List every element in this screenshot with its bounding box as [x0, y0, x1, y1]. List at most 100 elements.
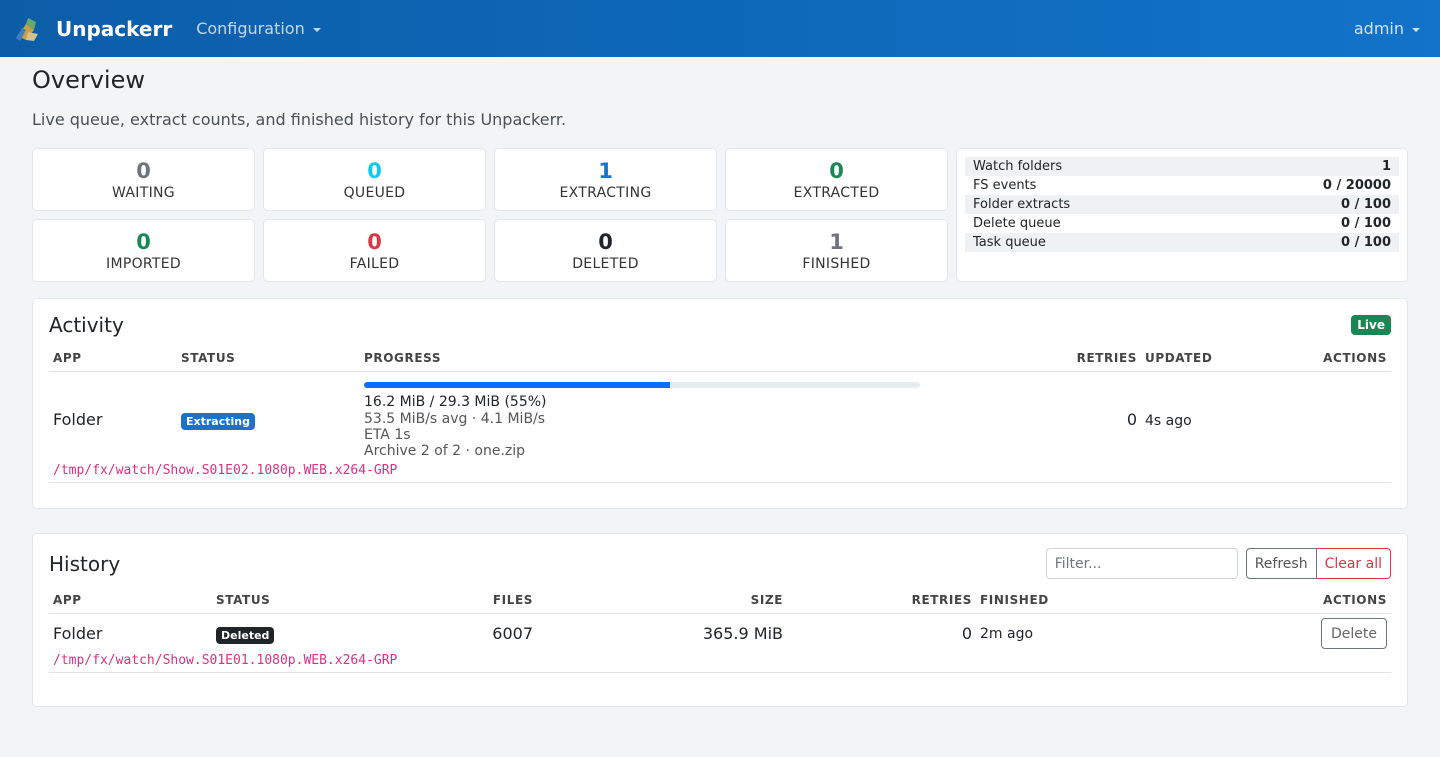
table-row-path: /tmp/fx/watch/Show.S01E01.1080p.WEB.x264…	[49, 653, 1391, 673]
stat-card-deleted: 0 DELETED	[494, 219, 717, 282]
row-finished: 2m ago	[980, 625, 1034, 642]
history-filter-input[interactable]	[1045, 548, 1238, 579]
stat-value: 0	[598, 229, 613, 254]
column-header-app: APP	[49, 587, 212, 614]
row-retries: 0	[1126, 410, 1137, 429]
column-header-retries: RETRIES	[787, 587, 976, 614]
refresh-button[interactable]: Refresh	[1245, 548, 1317, 579]
progress-archive: Archive 2 of 2 · one.zip	[364, 443, 526, 459]
info-row-folder-extracts: Folder extracts 0 / 100	[965, 195, 1399, 214]
row-files: 6007	[492, 624, 533, 643]
activity-table: APP STATUS PROGRESS RETRIES UPDATED ACTI…	[49, 345, 1391, 483]
stat-label: EXTRACTED	[793, 184, 880, 201]
row-size: 365.9 MiB	[702, 624, 783, 643]
configuration-menu[interactable]: Configuration	[196, 19, 321, 38]
unpackerr-logo-icon	[16, 17, 38, 41]
info-row-task-queue: Task queue 0 / 100	[965, 233, 1399, 252]
stat-label: FINISHED	[802, 255, 871, 272]
brand[interactable]: Unpackerr	[12, 14, 172, 44]
progress-speed: 53.5 MiB/s avg · 4.1 MiB/s	[364, 411, 546, 427]
progress-bar	[364, 382, 920, 388]
info-row-delete-queue: Delete queue 0 / 100	[965, 214, 1399, 233]
top-navbar: Unpackerr Configuration admin	[0, 0, 1440, 57]
activity-title: Activity	[49, 313, 124, 337]
stat-label: DELETED	[572, 255, 639, 272]
info-value: 0 / 100	[1341, 197, 1391, 212]
info-label: Delete queue	[973, 216, 1061, 231]
stat-value: 0	[136, 158, 151, 183]
stat-value: 0	[367, 158, 382, 183]
info-label: Folder extracts	[973, 197, 1071, 212]
delete-button[interactable]: Delete	[1321, 618, 1387, 649]
column-header-files: FILES	[392, 587, 537, 614]
stat-value: 0	[136, 229, 151, 254]
row-status-cell: Extracting	[177, 372, 360, 464]
history-panel: History Refresh Clear all APP STATUS FIL…	[32, 533, 1408, 707]
stat-label: QUEUED	[343, 184, 406, 201]
row-app: Folder	[53, 410, 103, 429]
activity-header: Activity Live	[49, 313, 1391, 337]
chevron-down-icon	[312, 27, 321, 32]
row-status-cell: Deleted	[212, 614, 392, 654]
info-value: 0 / 100	[1341, 235, 1391, 250]
info-label: Watch folders	[973, 159, 1063, 174]
main-content: Overview Live queue, extract counts, and…	[0, 66, 1440, 707]
table-row: Folder Extracting 16.2 MiB / 29.3 MiB (5…	[49, 372, 1391, 464]
row-updated: 4s ago	[1145, 412, 1192, 429]
info-label: Task queue	[973, 235, 1046, 250]
row-actions	[1291, 372, 1391, 464]
column-header-actions: ACTIONS	[1291, 345, 1391, 372]
stat-card-extracting: 1 EXTRACTING	[494, 148, 717, 211]
queue-info-card: Watch folders 1 FS events 0 / 20000 Fold…	[956, 148, 1408, 282]
clear-all-button[interactable]: Clear all	[1316, 548, 1391, 579]
history-table: APP STATUS FILES SIZE RETRIES FINISHED A…	[49, 587, 1391, 673]
stat-label: IMPORTED	[106, 255, 181, 272]
table-row-path: /tmp/fx/watch/Show.S01E02.1080p.WEB.x264…	[49, 463, 1391, 483]
column-header-updated: UPDATED	[1141, 345, 1291, 372]
progress-amount: 16.2 MiB / 29.3 MiB (55%)	[364, 394, 547, 410]
history-title: History	[49, 551, 121, 576]
history-header: History Refresh Clear all	[49, 548, 1391, 579]
info-label: FS events	[973, 178, 1037, 193]
chevron-down-icon	[1412, 27, 1420, 32]
stat-card-imported: 0 IMPORTED	[32, 219, 255, 282]
history-header-row: APP STATUS FILES SIZE RETRIES FINISHED A…	[49, 587, 1391, 614]
stat-card-waiting: 0 WAITING	[32, 148, 255, 211]
row-retries: 0	[961, 624, 972, 643]
column-header-retries: RETRIES	[1031, 345, 1141, 372]
stat-value: 0	[829, 158, 844, 183]
user-menu-label: admin	[1353, 19, 1404, 38]
activity-header-row: APP STATUS PROGRESS RETRIES UPDATED ACTI…	[49, 345, 1391, 372]
stat-value: 1	[598, 158, 613, 183]
column-header-status: STATUS	[177, 345, 360, 372]
history-button-group: Refresh Clear all	[1245, 548, 1391, 579]
live-badge: Live	[1351, 315, 1391, 335]
column-header-app: APP	[49, 345, 177, 372]
info-value: 0 / 20000	[1322, 178, 1391, 193]
stat-value: 0	[367, 229, 382, 254]
stat-grid: 0 WAITING 0 QUEUED 1 EXTRACTING 0 EXTRAC…	[32, 148, 948, 282]
progress-bar-fill	[364, 382, 670, 388]
row-progress-cell: 16.2 MiB / 29.3 MiB (55%) 53.5 MiB/s avg…	[360, 372, 1031, 464]
row-actions: Delete	[1126, 614, 1391, 654]
row-path: /tmp/fx/watch/Show.S01E01.1080p.WEB.x264…	[49, 653, 1391, 673]
configuration-menu-label: Configuration	[196, 19, 305, 38]
column-header-actions: ACTIONS	[1126, 587, 1391, 614]
page-title: Overview	[32, 66, 145, 94]
brand-title: Unpackerr	[56, 16, 173, 41]
page-subtitle: Live queue, extract counts, and finished…	[32, 110, 567, 129]
history-tools: Refresh Clear all	[1045, 548, 1391, 579]
stat-card-failed: 0 FAILED	[263, 219, 486, 282]
activity-panel: Activity Live APP STATUS PROGRESS RETRIE…	[32, 298, 1408, 509]
progress-eta: ETA 1s	[364, 427, 411, 443]
stat-label: EXTRACTING	[559, 184, 652, 201]
row-path: /tmp/fx/watch/Show.S01E02.1080p.WEB.x264…	[49, 463, 1391, 483]
status-badge: Extracting	[181, 412, 255, 430]
stat-label: FAILED	[349, 255, 400, 272]
info-value: 0 / 100	[1341, 216, 1391, 231]
user-menu[interactable]: admin	[1354, 19, 1420, 38]
info-row-fs-events: FS events 0 / 20000	[965, 176, 1399, 195]
column-header-progress: PROGRESS	[360, 345, 1031, 372]
stat-card-queued: 0 QUEUED	[263, 148, 486, 211]
stat-label: WAITING	[112, 184, 175, 201]
